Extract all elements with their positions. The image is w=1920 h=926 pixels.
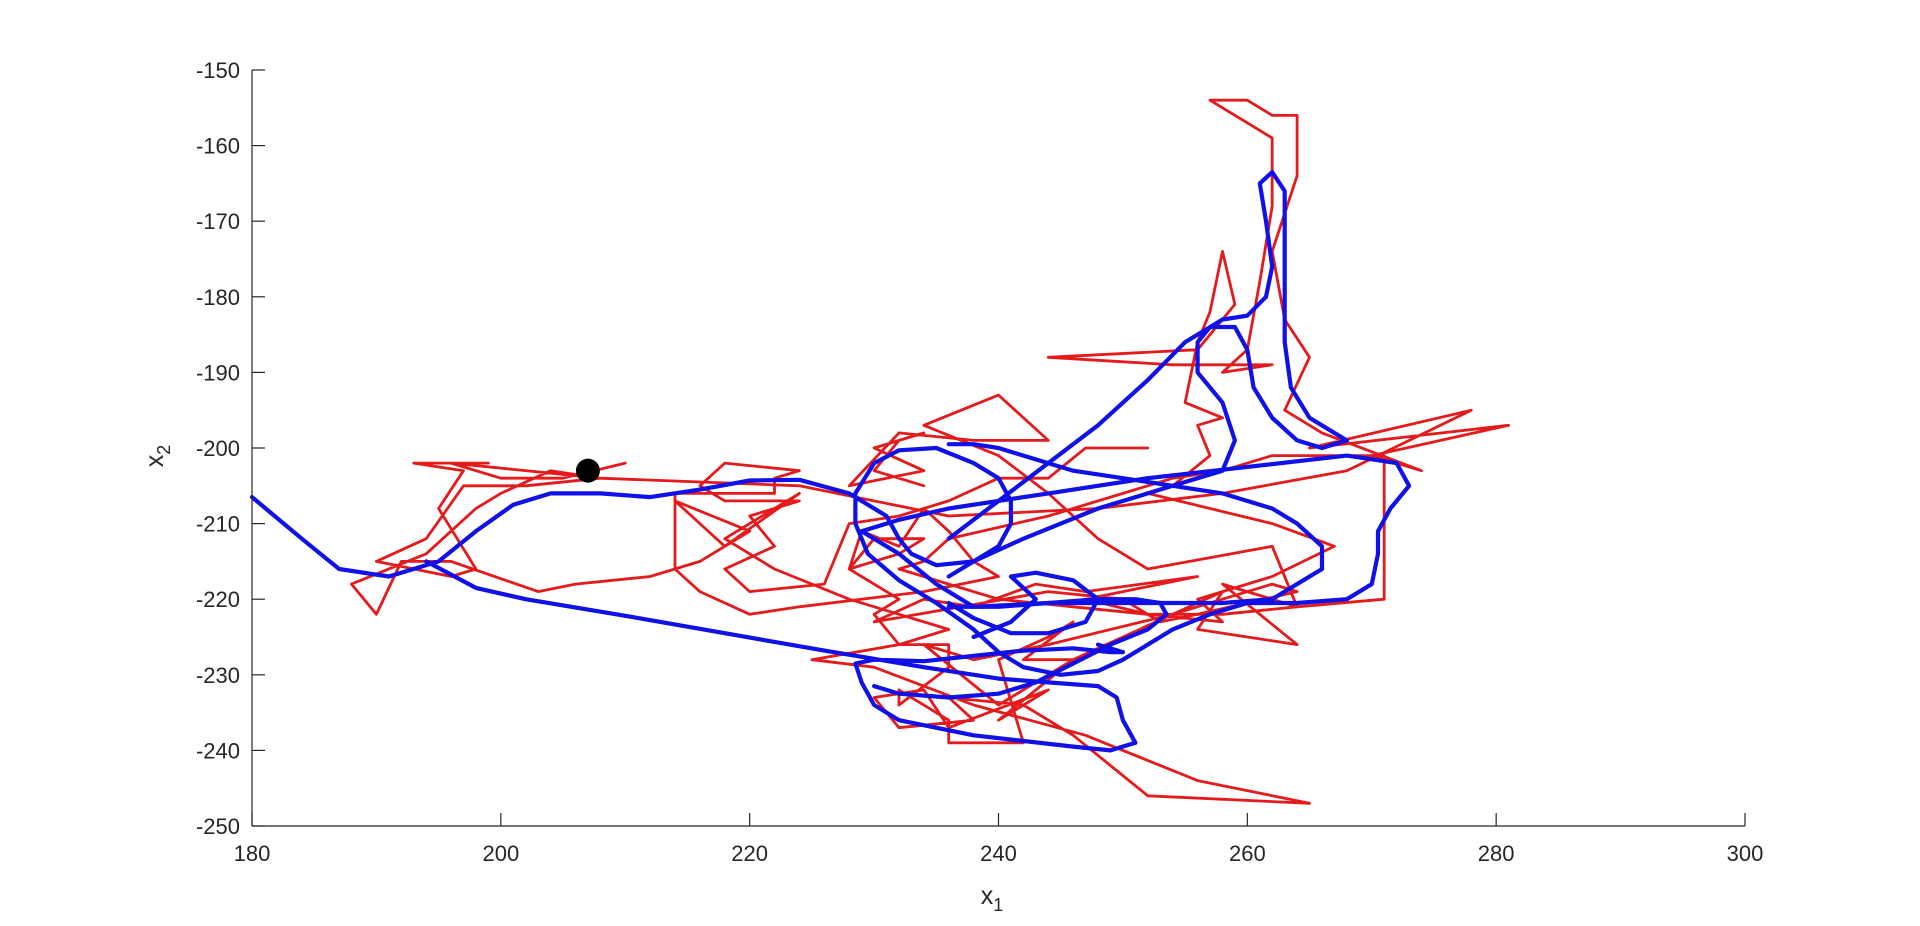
y-tick-label: -190	[196, 360, 240, 385]
x-axis-label-main: x	[981, 882, 994, 910]
smoothed-series-3	[249, 445, 1412, 677]
measured-series-1	[673, 393, 1299, 745]
tick-labels: 180 200 220 240 260 280 300 -150 -160 -170 -180 -19…	[196, 58, 1763, 866]
smoothed-series-6	[424, 559, 1138, 753]
y-tick-label: -230	[196, 663, 240, 688]
smoothed-series-8	[872, 597, 1169, 700]
start-marker	[575, 458, 600, 483]
x-tick-label: 280	[1478, 841, 1515, 866]
y-axis-label-main: x	[141, 454, 169, 467]
axes	[251, 69, 1746, 827]
x-tick-label: 260	[1229, 841, 1266, 866]
x-tick-label: 240	[980, 841, 1017, 866]
measured-series-0	[350, 98, 1510, 805]
y-tick-label: -220	[196, 587, 240, 612]
y-tick-label: -180	[196, 285, 240, 310]
series-layer	[249, 98, 1510, 805]
y-tick-label: -240	[196, 738, 240, 763]
y-tick-label: -200	[196, 436, 240, 461]
marker-layer	[575, 458, 600, 483]
y-tick-label: -150	[196, 58, 240, 83]
y-axis-label-subscript: 2	[154, 445, 174, 455]
x-tick-label: 220	[731, 841, 768, 866]
y-tick-label: -250	[196, 814, 240, 839]
x-axis-label-subscript: 1	[993, 895, 1003, 915]
smoothed-series-5	[946, 170, 1349, 579]
smoothed-series-7	[946, 570, 1101, 640]
x-axis-label: x1	[981, 882, 1004, 915]
y-axis-label: x2	[141, 445, 174, 468]
x-tick-label: 200	[482, 841, 519, 866]
y-tick-label: -210	[196, 512, 240, 537]
x-tick-label: 300	[1727, 841, 1764, 866]
y-tick-label: -160	[196, 134, 240, 159]
y-tick-label: -170	[196, 209, 240, 234]
x-tick-label: 180	[234, 841, 271, 866]
